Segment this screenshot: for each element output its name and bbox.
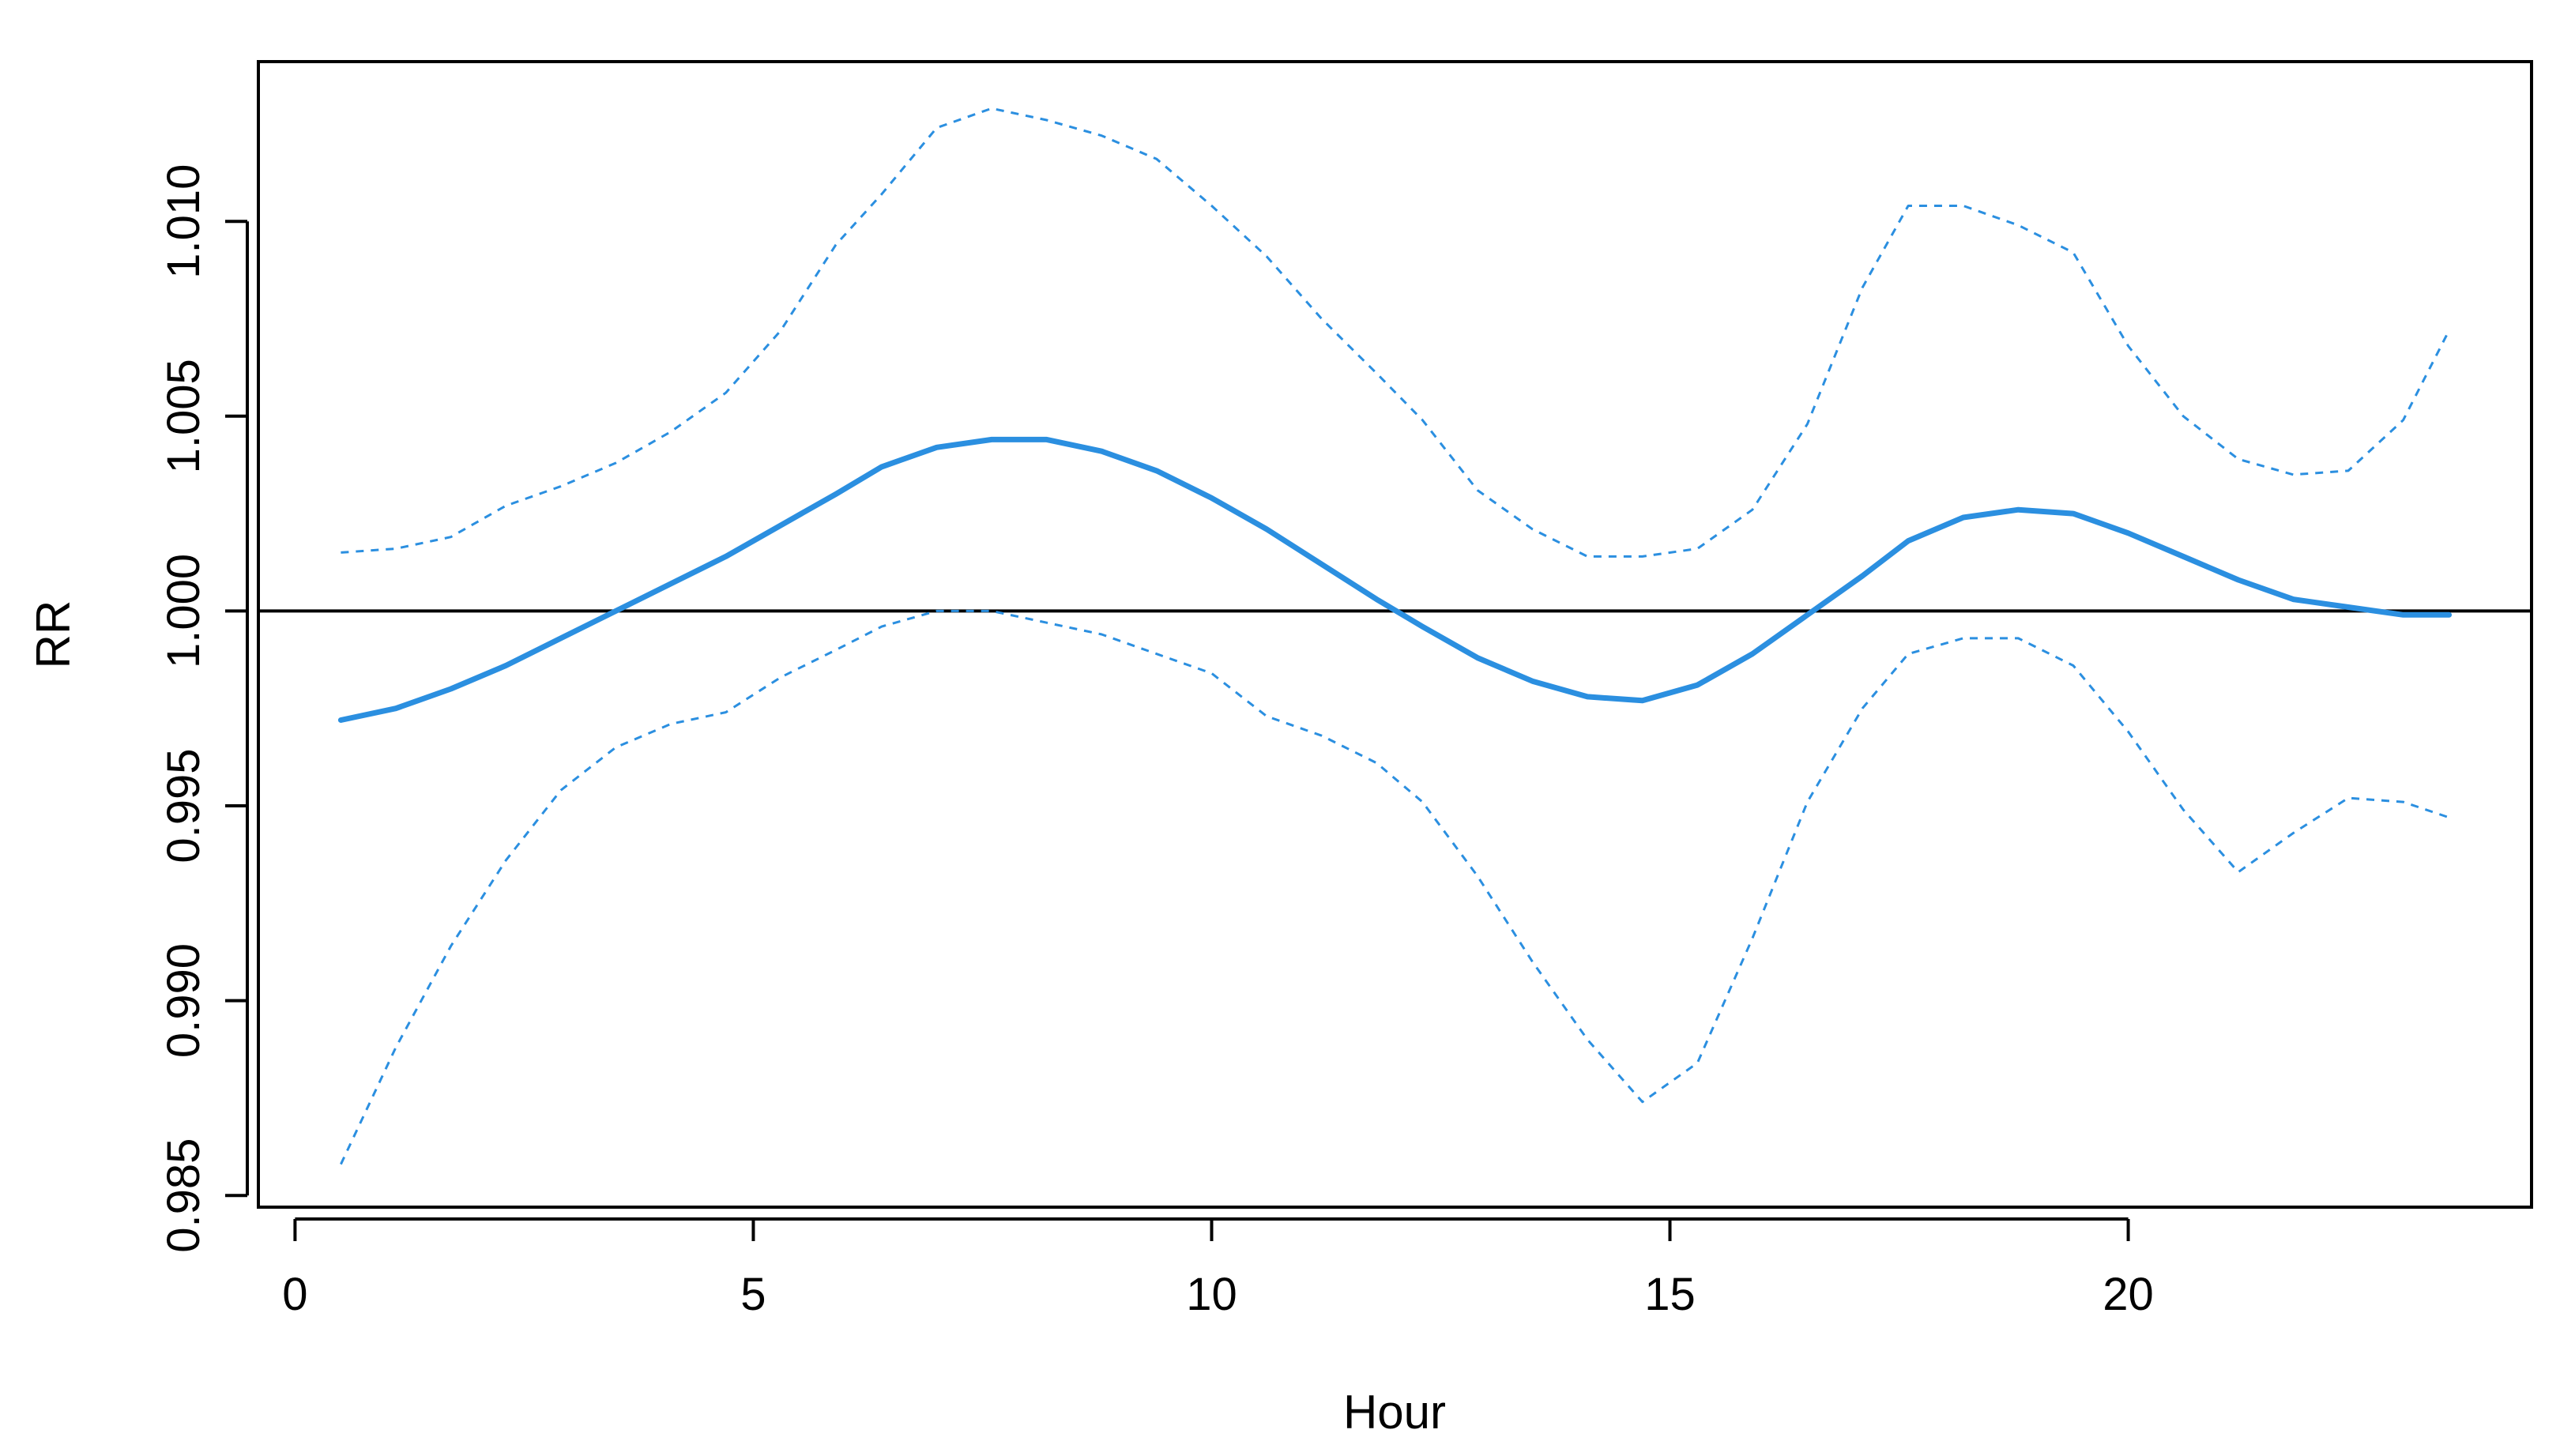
x-axis-title: Hour	[1343, 1386, 1446, 1439]
series-line-lower	[340, 609, 2450, 1165]
x-tick-label: 0	[282, 1269, 307, 1320]
y-axis: 0.985 0.990 0.995 1.000 1.005 1.010	[158, 164, 249, 1253]
y-tick-label: 0.985	[158, 1138, 209, 1253]
x-tick-label: 20	[2103, 1269, 2154, 1320]
y-tick-label: 1.000	[158, 554, 209, 668]
x-tick-label: 15	[1644, 1269, 1696, 1320]
y-axis-title: RR	[27, 600, 80, 669]
plot-frame	[257, 60, 2533, 1209]
y-tick-label: 0.990	[158, 943, 209, 1058]
series-line-estimate	[337, 436, 2453, 723]
x-axis: 0 5 10 15 20	[282, 1217, 2154, 1320]
y-tick-label: 1.005	[158, 359, 209, 473]
y-tick-label: 0.995	[158, 748, 209, 863]
x-tick-label: 5	[740, 1269, 766, 1320]
y-tick-label: 1.010	[158, 164, 209, 279]
chart-marks	[258, 107, 2532, 1165]
x-tick-label: 10	[1186, 1269, 1237, 1320]
